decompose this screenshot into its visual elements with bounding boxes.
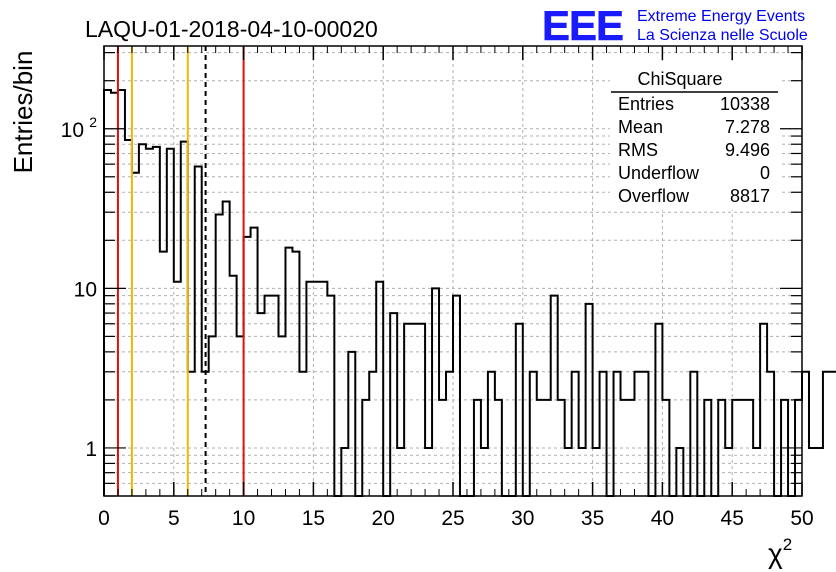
x-tick-label: 15	[302, 507, 325, 530]
stats-value: 0	[760, 163, 770, 183]
x-tick-label: 20	[372, 507, 395, 530]
stats-label: Overflow	[618, 186, 690, 206]
stats-title: ChiSquare	[637, 69, 722, 89]
y-tick-label-exponent: 2	[89, 114, 97, 130]
org-line-2: La Scienza nelle Scuole	[637, 27, 808, 44]
x-tick-label: 25	[441, 507, 464, 530]
x-tick-label: 30	[511, 507, 534, 530]
y-tick-label: 10	[61, 119, 84, 142]
stats-value: 10338	[720, 94, 770, 114]
stats-label: RMS	[618, 140, 658, 160]
y-tick-label: 10	[74, 278, 97, 301]
stats-label: Underflow	[618, 163, 700, 183]
x-axis-label-exponent: 2	[783, 535, 792, 554]
histogram	[103, 88, 836, 497]
x-tick-label: 0	[98, 507, 110, 530]
axes: 0 5 10 15 20 25 30 35 40 45 50 1 10 10 2	[61, 45, 814, 530]
stats-value: 8817	[730, 186, 770, 206]
org-line-1: Extreme Energy Events	[637, 8, 805, 25]
stats-value: 9.496	[725, 140, 770, 160]
x-tick-label: 50	[790, 507, 813, 530]
eee-logo: EEE	[542, 2, 623, 49]
stats-label: Mean	[618, 117, 663, 137]
x-tick-label: 40	[651, 507, 674, 530]
x-tick-label: 5	[168, 507, 180, 530]
x-tick-label: 10	[232, 507, 255, 530]
x-axis-label: χ2	[768, 535, 792, 569]
stats-label: Entries	[618, 94, 674, 114]
y-axis-label: Entries/bin	[8, 51, 38, 174]
stats-value: 7.278	[725, 117, 770, 137]
y-tick-label: 1	[85, 438, 97, 461]
vertical-markers	[116, 46, 245, 496]
run-title: LAQU-01-2018-04-10-00020	[85, 16, 378, 42]
x-tick-label: 35	[581, 507, 604, 530]
stats-box: ChiSquare Entries 10338 Mean 7.278 RMS 9.496 U…	[610, 64, 780, 210]
x-tick-label: 45	[721, 507, 744, 530]
x-axis-label-symbol: χ	[768, 538, 783, 569]
histogram-outline	[103, 88, 836, 497]
